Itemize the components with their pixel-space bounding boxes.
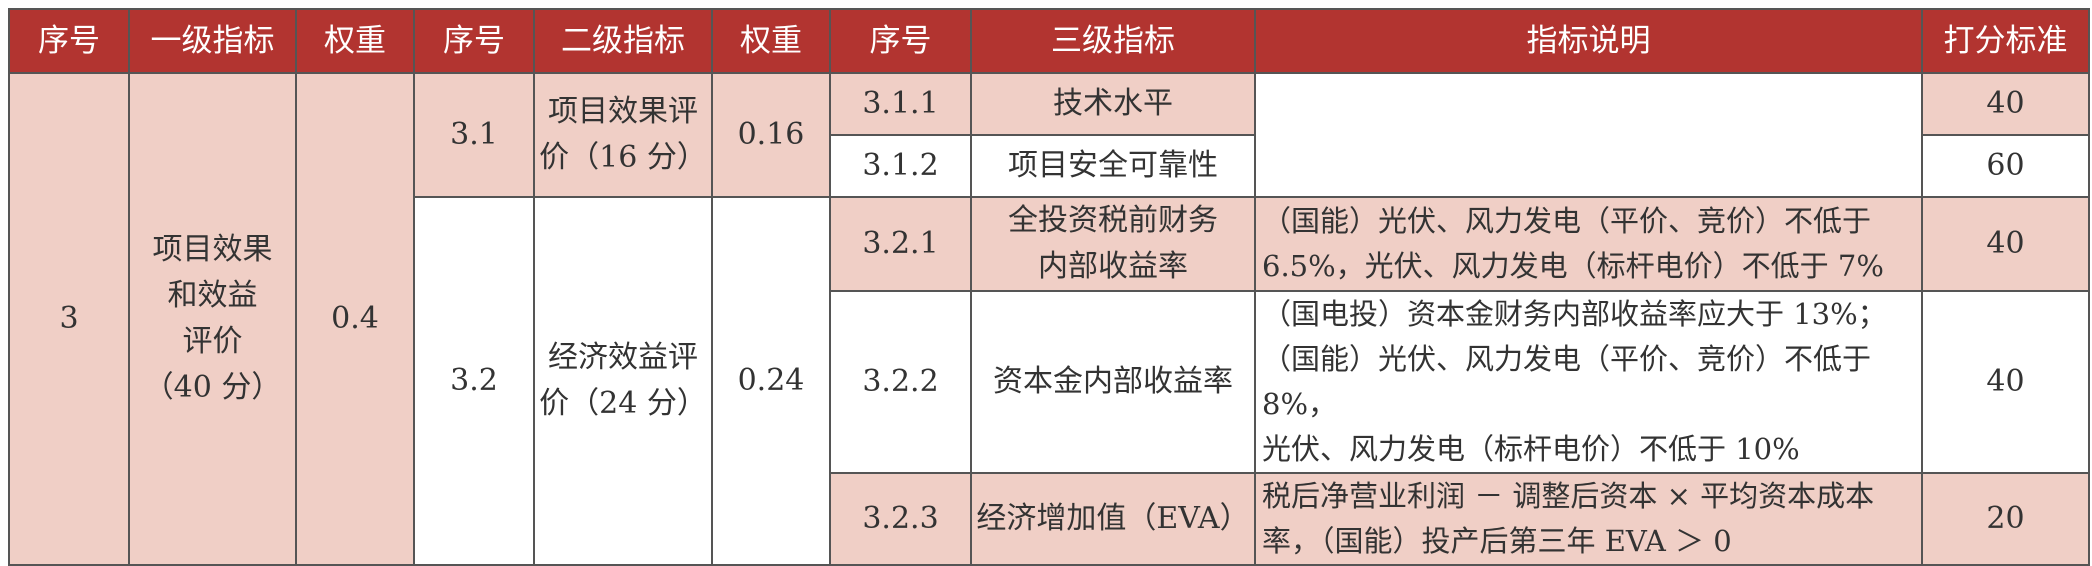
table-row: 3.2.2 资本金内部收益率 （国电投）资本金财务内部收益率应大于 13%； （国…	[9, 290, 2090, 474]
level2-number: 3.1	[413, 72, 535, 198]
score-standard: 60	[1921, 134, 2090, 198]
level1-name: 项目效果 和效益 评价 （40 分）	[128, 72, 297, 566]
header-cell: 二级指标	[533, 8, 713, 74]
header-cell: 指标说明	[1254, 8, 1923, 74]
score-standard: 20	[1921, 472, 2090, 566]
level2-name: 经济效益评 价（24 分）	[533, 196, 713, 566]
level3-name: 技术水平	[970, 72, 1256, 136]
level2-weight: 0.16	[711, 72, 831, 198]
header-cell: 打分标准	[1921, 8, 2090, 74]
level3-number: 3.1.1	[829, 72, 972, 136]
level3-number: 3.1.2	[829, 134, 972, 198]
indicator-description: 税后净营业利润 － 调整后资本 × 平均资本成本 率，（国能）投产后第三年 EVA…	[1254, 472, 1923, 566]
header-cell: 三级指标	[970, 8, 1256, 74]
table-row: 3.2 经济效益评 价（24 分） 0.24 3.2.1 全投资税前财务 内部收益率…	[9, 196, 2090, 566]
level3-name: 全投资税前财务 内部收益率	[970, 196, 1256, 292]
level1-number: 3	[8, 72, 130, 566]
level3-name: 经济增加值（EVA）	[970, 472, 1256, 566]
level2-number: 3.2	[413, 196, 535, 566]
level1-weight: 0.4	[295, 72, 415, 566]
score-standard: 40	[1921, 72, 2090, 136]
indicator-description: （国能）光伏、风力发电（平价、竞价）不低于 6.5%，光伏、风力发电（标杆电价）不…	[1254, 196, 1923, 292]
header-row: 序号 一级指标 权重 序号 二级指标 权重 序号 三级指标 指标说明 打分标准	[8, 8, 2090, 74]
header-cell: 序号	[413, 8, 535, 74]
level3-number: 3.2.3	[829, 472, 972, 566]
level3-name: 资本金内部收益率	[970, 290, 1256, 474]
level3-number: 3.2.2	[829, 290, 972, 474]
level3-name: 项目安全可靠性	[970, 134, 1256, 198]
header-cell: 一级指标	[128, 8, 297, 74]
header-cell: 权重	[711, 8, 831, 74]
level3-number: 3.2.1	[829, 196, 972, 292]
header-cell: 序号	[829, 8, 972, 74]
table-row: 3.1.2 项目安全可靠性 60	[9, 134, 2090, 198]
level2-name: 项目效果评 价（16 分）	[533, 72, 713, 198]
header-cell: 权重	[295, 8, 415, 74]
table-row: 3 项目效果 和效益 评价 （40 分） 0.4 3.1 项目效果评 价（16 分） 0…	[8, 72, 2090, 566]
score-standard: 40	[1921, 196, 2090, 292]
indicator-description	[1254, 72, 1923, 198]
score-standard: 40	[1921, 290, 2090, 474]
header-cell: 序号	[8, 8, 130, 74]
indicator-table: 序号 一级指标 权重 序号 二级指标 权重 序号 三级指标 指标说明 打分标准 …	[8, 8, 2090, 566]
indicator-description: （国电投）资本金财务内部收益率应大于 13%； （国能）光伏、风力发电（平价、竞价…	[1254, 290, 1923, 474]
level2-weight: 0.24	[711, 196, 831, 566]
